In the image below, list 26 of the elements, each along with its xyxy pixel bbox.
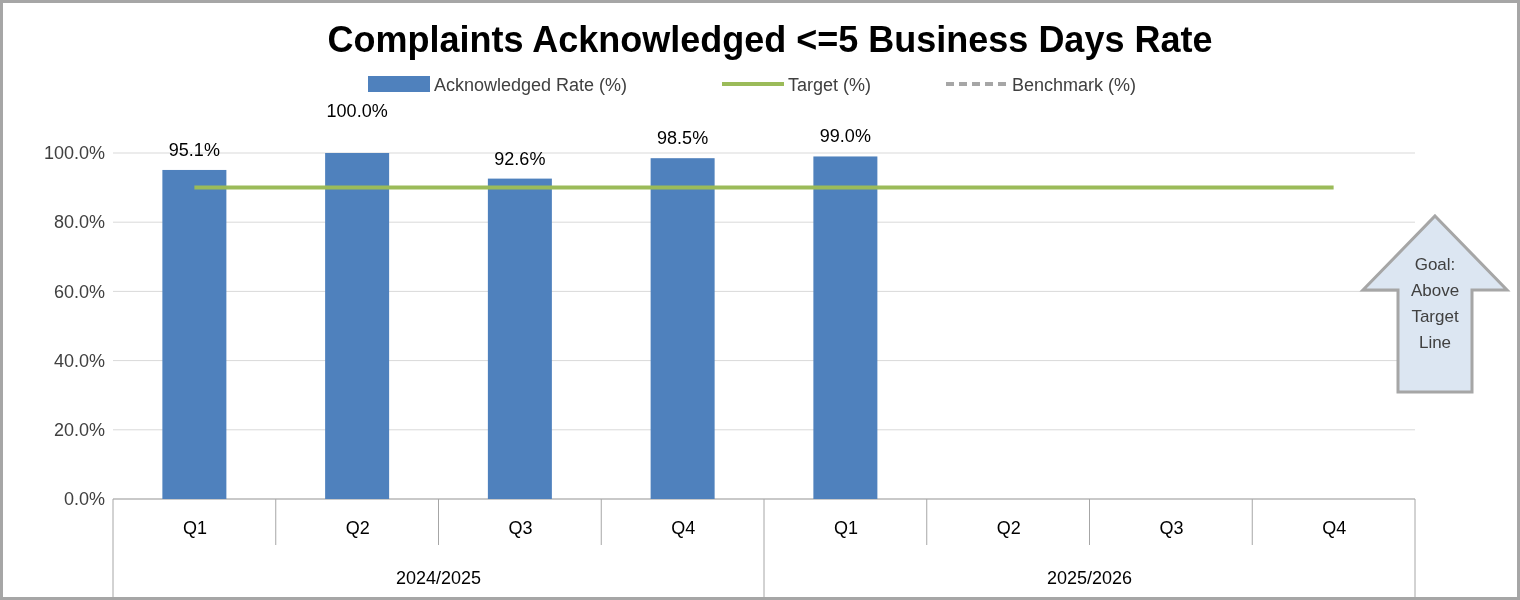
x-tick-label: Q2: [996, 517, 1021, 538]
text: 2025/2026: [1046, 568, 1133, 588]
x-tick-label: Q4: [671, 517, 696, 538]
x-tick-label: Q3: [1159, 517, 1184, 538]
data-label: 99.0%: [819, 126, 871, 147]
annotation: Goal: Above Target Line: [1410, 255, 1460, 352]
x-tick-label: Q4: [1322, 517, 1347, 538]
y-tick-label: 40.0%: [53, 350, 105, 371]
y-tick-label: 0.0%: [63, 489, 105, 510]
data-label: 92.6%: [494, 148, 546, 169]
y-tick-label: 80.0%: [53, 212, 105, 233]
x-tick-label: Q1: [182, 517, 207, 538]
x-tick-label: Q1: [833, 517, 858, 538]
y-tick-label: 20.0%: [53, 420, 105, 441]
legend-label: Benchmark (%): [1012, 75, 1137, 95]
text: 2024/2025: [395, 568, 482, 588]
data-label: 100.0%: [326, 101, 388, 121]
legend-label: Acknowledged Rate (%): [434, 75, 628, 95]
data-label: 98.5%: [657, 128, 709, 149]
y-tick-label: 60.0%: [53, 281, 105, 302]
y-tick-label: 100.0%: [43, 143, 105, 164]
chart-title: Complaints Acknowledged <=5 Business Days Rate: [327, 19, 1213, 60]
legend-label: Target (%): [788, 75, 872, 95]
x-tick-label: Q3: [508, 517, 533, 538]
data-label: 95.1%: [168, 139, 220, 160]
x-tick-label: Q2: [345, 517, 370, 538]
